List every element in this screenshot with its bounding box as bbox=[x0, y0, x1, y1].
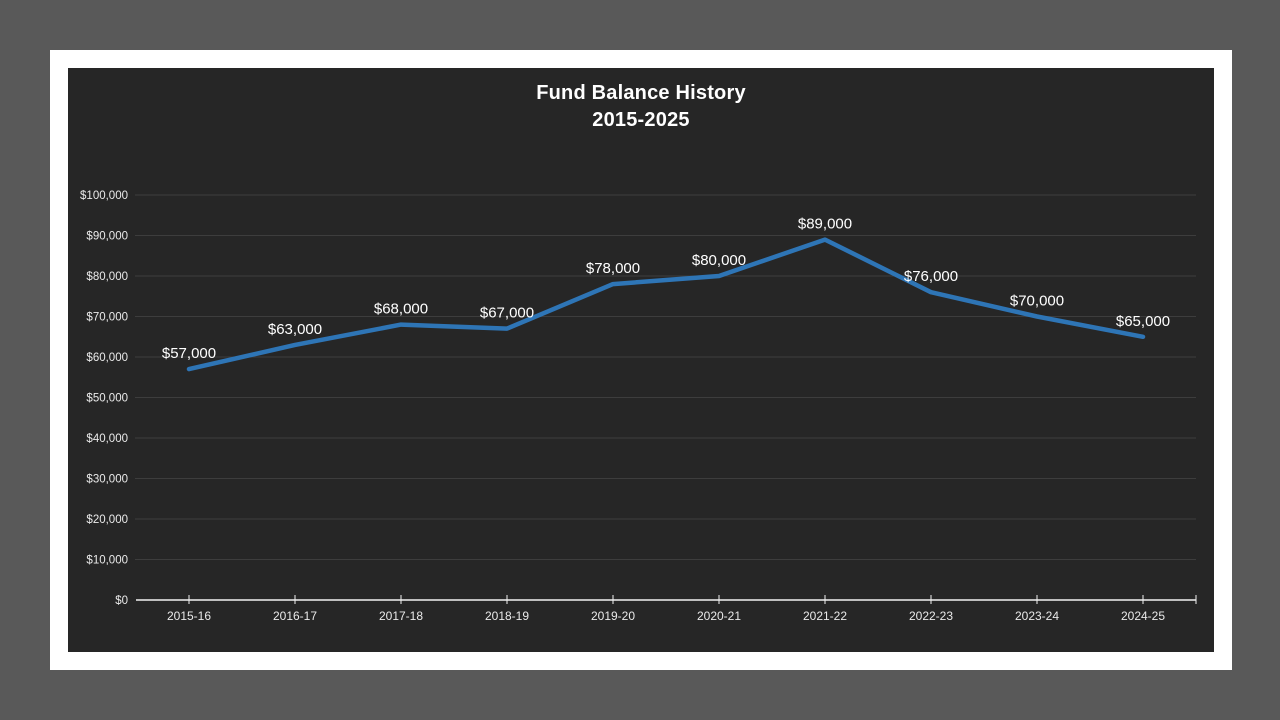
data-point-label: $63,000 bbox=[268, 321, 322, 338]
chart-title-block: Fund Balance History 2015-2025 bbox=[68, 80, 1214, 134]
data-point-label: $78,000 bbox=[586, 260, 640, 277]
y-axis-tick-label: $20,000 bbox=[86, 514, 128, 526]
y-axis-tick-label: $10,000 bbox=[86, 555, 128, 567]
data-point-label: $89,000 bbox=[798, 216, 852, 233]
data-point-label: $65,000 bbox=[1116, 313, 1170, 330]
y-axis-tick-label: $40,000 bbox=[86, 433, 128, 445]
y-axis-tick-label: $0 bbox=[115, 595, 128, 607]
x-axis-category-label: 2023-24 bbox=[1015, 609, 1059, 623]
line-chart-plot: $0 $10,000 $20,000 $30,000 $40,000 $50,000 $60… bbox=[80, 190, 1197, 623]
data-point-label: $68,000 bbox=[374, 301, 428, 318]
y-axis-tick-label: $50,000 bbox=[86, 393, 128, 405]
x-axis-category-label: 2018-19 bbox=[485, 609, 529, 623]
x-axis-category-label: 2019-20 bbox=[591, 609, 635, 623]
fund-balance-series-line bbox=[186, 237, 1146, 372]
x-axis-category-label: 2024-25 bbox=[1121, 609, 1165, 623]
chart-container: Fund Balance History 2015-2025 $0 $10,000… bbox=[68, 68, 1214, 652]
y-axis-tick-label: $80,000 bbox=[86, 271, 128, 283]
y-axis-tick-label: $60,000 bbox=[86, 352, 128, 364]
chart-subtitle: 2015-2025 bbox=[592, 109, 690, 131]
data-point-label: $70,000 bbox=[1010, 293, 1064, 310]
x-axis-category-label: 2020-21 bbox=[697, 609, 741, 623]
x-axis-category-label: 2022-23 bbox=[909, 609, 953, 623]
y-axis-tick-label: $100,000 bbox=[80, 190, 128, 202]
data-point-label: $57,000 bbox=[162, 345, 216, 362]
data-point-label: $67,000 bbox=[480, 305, 534, 322]
data-point-label: $76,000 bbox=[904, 268, 958, 285]
x-axis-category-label: 2017-18 bbox=[379, 609, 423, 623]
y-axis-tick-label: $90,000 bbox=[86, 231, 128, 243]
y-axis-tick-label: $70,000 bbox=[86, 312, 128, 324]
x-axis-category-label: 2021-22 bbox=[803, 609, 847, 623]
x-axis-category-label: 2015-16 bbox=[167, 609, 211, 623]
y-axis-tick-label: $30,000 bbox=[86, 474, 128, 486]
x-axis-category-label: 2016-17 bbox=[273, 609, 317, 623]
chart-title: Fund Balance History bbox=[536, 82, 746, 104]
presentation-slide: Fund Balance History 2015-2025 $0 $10,000… bbox=[50, 50, 1232, 670]
data-point-label: $80,000 bbox=[692, 252, 746, 269]
